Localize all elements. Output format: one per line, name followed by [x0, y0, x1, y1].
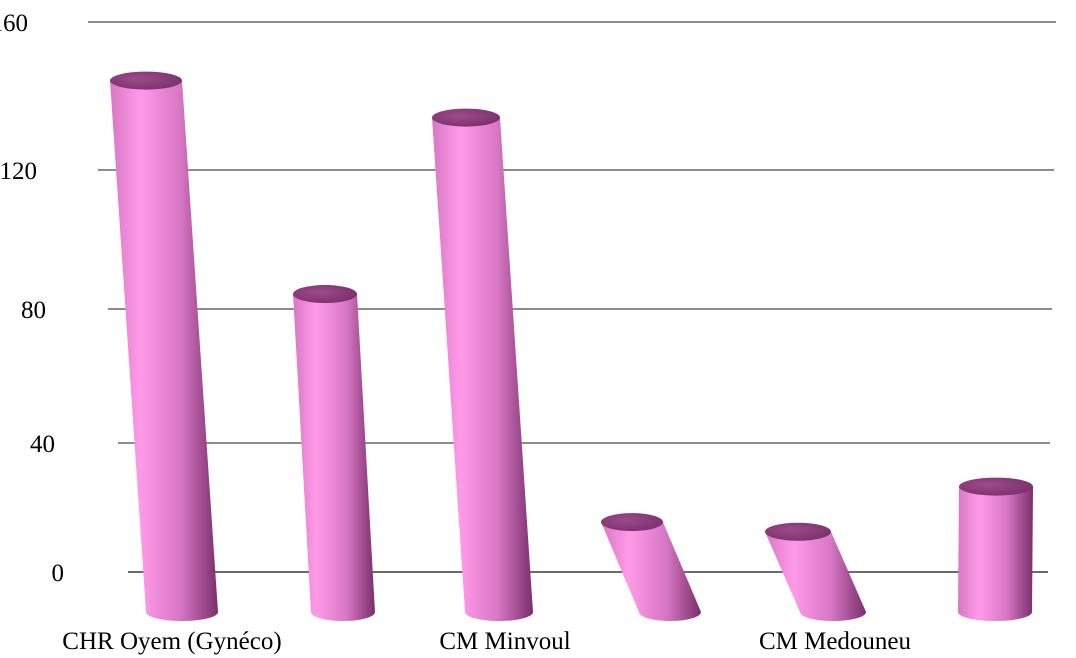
gridlines: [88, 21, 1056, 573]
y-tick-label: 0: [52, 560, 65, 587]
bars: [110, 71, 1033, 622]
y-axis-ticks: 0 40 80 120 160: [0, 10, 64, 587]
y-tick-label: 40: [30, 431, 55, 458]
bar: [765, 522, 866, 621]
bar: [432, 108, 533, 621]
bar: [601, 513, 701, 621]
y-tick-label: 160: [0, 10, 28, 37]
x-tick-label: CM Medouneu: [759, 628, 912, 655]
bar: [110, 71, 218, 622]
x-tick-label: CM Minvoul: [439, 628, 570, 655]
y-tick-label: 80: [21, 297, 46, 324]
x-axis-ticks: CHR Oyem (Gynéco) CM Minvoul CM Medouneu: [62, 628, 911, 655]
bar: [958, 477, 1033, 621]
y-tick-label: 120: [0, 158, 37, 185]
bar: [293, 285, 375, 621]
x-tick-label: CHR Oyem (Gynéco): [62, 628, 281, 655]
